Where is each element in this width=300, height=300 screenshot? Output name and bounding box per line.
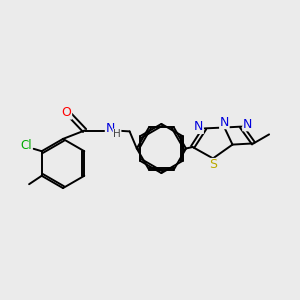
Text: Cl: Cl bbox=[20, 139, 32, 152]
Text: N: N bbox=[243, 118, 252, 131]
Text: S: S bbox=[209, 158, 217, 172]
Text: N: N bbox=[194, 120, 203, 134]
Text: H: H bbox=[113, 129, 121, 139]
Text: N: N bbox=[105, 122, 115, 136]
Text: O: O bbox=[62, 106, 71, 119]
Text: N: N bbox=[220, 116, 229, 129]
